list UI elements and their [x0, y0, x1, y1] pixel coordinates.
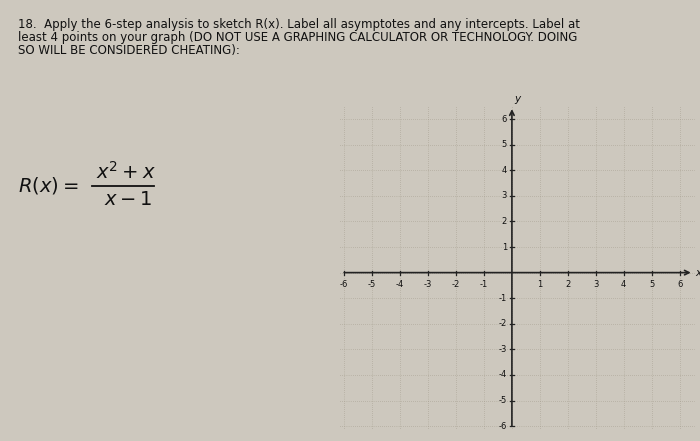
Text: 5: 5 — [649, 280, 654, 289]
Text: $x-1$: $x-1$ — [104, 191, 153, 209]
Text: 3: 3 — [501, 191, 507, 200]
Text: -3: -3 — [424, 280, 432, 289]
Text: 1: 1 — [502, 243, 507, 251]
Text: 4: 4 — [502, 166, 507, 175]
Text: $y$: $y$ — [514, 94, 523, 106]
Text: 4: 4 — [621, 280, 626, 289]
Text: -1: -1 — [480, 280, 488, 289]
Text: -1: -1 — [498, 294, 507, 303]
Text: -2: -2 — [498, 319, 507, 328]
Text: -4: -4 — [498, 370, 507, 379]
Text: 18.  Apply the 6-step analysis to sketch R(x). Label all asymptotes and any inte: 18. Apply the 6-step analysis to sketch … — [18, 18, 580, 31]
Text: 6: 6 — [677, 280, 682, 289]
Text: -6: -6 — [498, 422, 507, 431]
Text: -5: -5 — [498, 396, 507, 405]
Text: $x$: $x$ — [695, 268, 700, 278]
Text: 1: 1 — [537, 280, 542, 289]
Text: SO WILL BE CONSIDERED CHEATING):: SO WILL BE CONSIDERED CHEATING): — [18, 44, 240, 57]
Text: 2: 2 — [502, 217, 507, 226]
Text: 6: 6 — [501, 115, 507, 123]
Text: -4: -4 — [396, 280, 404, 289]
Text: -6: -6 — [340, 280, 349, 289]
Text: -2: -2 — [452, 280, 460, 289]
Text: $x^2+x$: $x^2+x$ — [96, 161, 156, 183]
Text: 2: 2 — [565, 280, 570, 289]
Text: -5: -5 — [368, 280, 377, 289]
Text: 3: 3 — [593, 280, 598, 289]
Text: 5: 5 — [502, 140, 507, 149]
Text: $R(x)=$: $R(x)=$ — [18, 176, 78, 197]
Text: -3: -3 — [498, 345, 507, 354]
Text: least 4 points on your graph (DO NOT USE A GRAPHING CALCULATOR OR TECHNOLOGY. DO: least 4 points on your graph (DO NOT USE… — [18, 31, 578, 44]
